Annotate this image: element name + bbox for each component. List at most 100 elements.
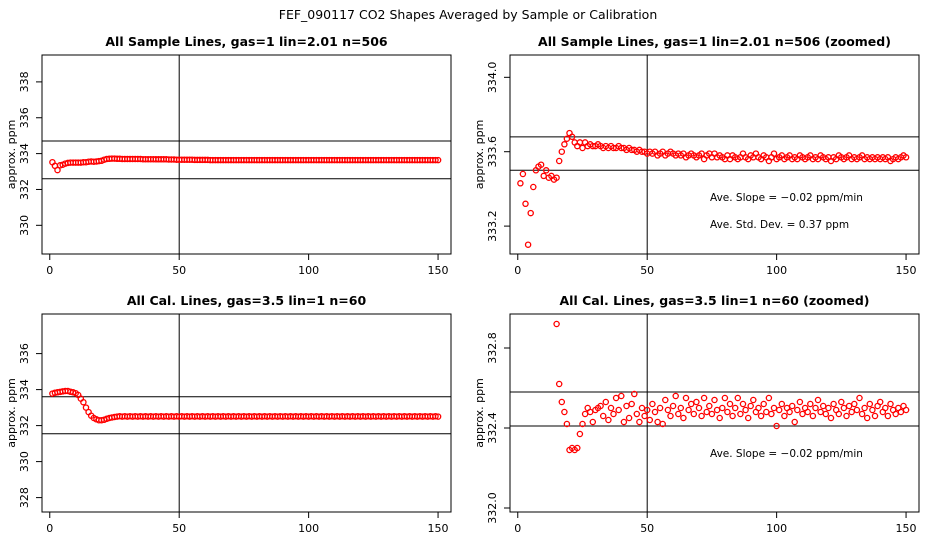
data-point (871, 412, 879, 420)
y-tick-label: 334 (18, 379, 31, 400)
data-point (690, 410, 698, 418)
annotation-text: Ave. Std. Dev. = 0.37 ppm (710, 219, 849, 231)
x-tick-label: 0 (514, 522, 521, 535)
data-point (807, 400, 814, 408)
data-point (858, 410, 866, 418)
data-point (610, 410, 617, 418)
series-points (49, 387, 442, 424)
data-point (530, 183, 537, 191)
data-point (561, 408, 568, 416)
y-tick-label: 332 (18, 415, 31, 436)
data-point (737, 410, 744, 418)
data-point (607, 404, 615, 412)
data-point (719, 404, 726, 412)
data-point (713, 406, 721, 414)
data-point (902, 154, 910, 161)
data-point (786, 408, 793, 416)
data-point (721, 394, 729, 402)
y-tick-label: 330 (18, 215, 31, 236)
data-point (615, 406, 622, 414)
data-point (542, 167, 550, 174)
data-point (819, 402, 827, 410)
series-points (517, 129, 910, 248)
data-point (822, 410, 830, 418)
figure-title: FEF_090117 CO2 Shapes Averaged by Sample… (279, 7, 658, 22)
data-point (708, 410, 716, 418)
data-point (667, 412, 674, 420)
data-point (817, 408, 824, 416)
data-point (625, 414, 633, 422)
data-point (827, 414, 835, 422)
data-point (581, 410, 589, 418)
data-point (553, 174, 560, 181)
data-point (876, 398, 884, 406)
data-point (747, 402, 754, 410)
data-point (682, 394, 690, 402)
y-tick-label: 332 (18, 179, 31, 200)
data-point (788, 402, 796, 410)
y-tick-label: 332.0 (486, 492, 499, 524)
plot-frame (41, 313, 452, 513)
data-point (638, 404, 646, 412)
x-tick-label: 100 (766, 264, 787, 277)
data-point (680, 414, 687, 422)
x-tick-label: 50 (640, 522, 654, 535)
data-point (902, 406, 910, 414)
data-point (628, 400, 635, 408)
panel-title: All Sample Lines, gas=1 lin=2.01 n=506 (… (538, 34, 891, 49)
x-tick-label: 150 (896, 522, 917, 535)
panel-title: All Sample Lines, gas=1 lin=2.01 n=506 (105, 34, 388, 49)
x-tick-label: 100 (298, 522, 319, 535)
data-point (669, 402, 677, 410)
plot-frame (41, 54, 452, 255)
data-point (711, 396, 718, 404)
x-tick-label: 50 (172, 264, 186, 277)
data-point (633, 410, 641, 418)
data-point (812, 404, 819, 412)
data-point (527, 209, 534, 217)
y-tick-label: 333.2 (486, 210, 499, 242)
data-point (726, 400, 734, 408)
y-tick-label: 332.4 (486, 412, 499, 444)
data-point (882, 404, 889, 412)
plot-frame (509, 54, 920, 255)
data-point (729, 412, 736, 420)
data-point (517, 180, 524, 187)
data-point (742, 406, 749, 414)
data-point (716, 414, 723, 422)
data-point (794, 406, 801, 414)
data-point (623, 402, 630, 410)
data-point (687, 400, 695, 408)
data-point (685, 406, 692, 414)
data-point (432, 412, 439, 420)
data-point (755, 404, 762, 412)
data-point (892, 410, 899, 418)
data-point (612, 394, 620, 402)
y-axis-label: approx. ppm (5, 378, 18, 448)
data-point (664, 406, 672, 414)
panel-4: All Cal. Lines, gas=3.5 lin=1 n=60 (zoom… (473, 293, 920, 535)
data-point (576, 430, 584, 438)
x-tick-label: 100 (298, 264, 319, 277)
data-point (853, 406, 861, 414)
data-point (695, 404, 703, 412)
data-point (734, 394, 742, 402)
data-point (897, 408, 905, 416)
data-point (574, 444, 581, 452)
data-point (703, 408, 710, 416)
data-point (677, 404, 685, 412)
data-point (861, 404, 868, 412)
data-point (848, 408, 855, 416)
data-point (605, 416, 612, 424)
data-point (863, 414, 871, 422)
data-point (579, 420, 586, 428)
data-point (830, 400, 837, 408)
y-tick-label: 334 (18, 143, 31, 164)
data-point (838, 398, 845, 406)
data-point (649, 400, 656, 408)
data-point (693, 398, 700, 406)
x-tick-label: 0 (514, 264, 521, 277)
data-point (775, 406, 783, 414)
x-tick-label: 150 (428, 264, 449, 277)
